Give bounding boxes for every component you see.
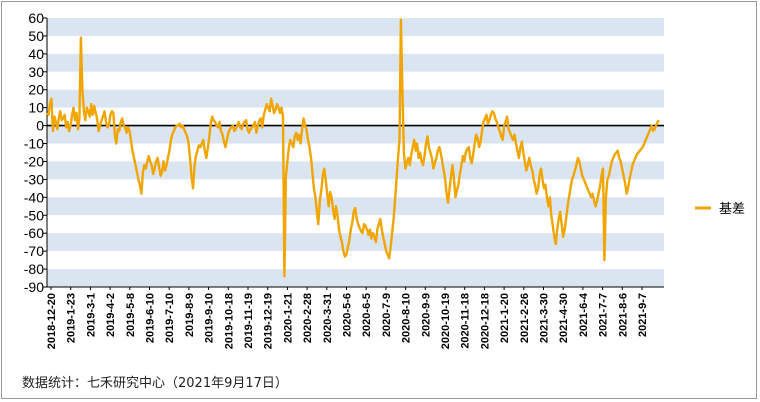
x-tick-label: 2020-6-5 (361, 293, 373, 337)
x-tick-label: 2020-3-31 (322, 293, 334, 343)
x-tick-label: 2019-9-10 (204, 293, 216, 343)
grid-band (47, 215, 664, 234)
x-tick-label: 2021-4-30 (558, 293, 570, 343)
x-tick-label: 2021-3-30 (539, 293, 551, 343)
y-tick-label: -50 (24, 207, 44, 223)
y-tick-label: -40 (24, 189, 44, 205)
x-tick-label: 2021-1-20 (499, 293, 511, 343)
grid-band (47, 125, 664, 144)
x-tick-label: 2020-7-9 (381, 293, 393, 337)
x-tick-label: 2019-12-19 (263, 293, 275, 349)
grid-band (47, 161, 664, 180)
grid-band (47, 179, 664, 198)
x-tick-label: 2019-8-9 (184, 293, 196, 337)
grid-band (47, 233, 664, 252)
y-tick-label: -30 (24, 171, 44, 187)
x-tick-label: 2019-3-1 (85, 293, 97, 337)
y-tick-label: 0 (36, 118, 44, 134)
x-tick-label: 2021-8-6 (617, 293, 629, 337)
x-tick-label: 2020-8-10 (401, 293, 413, 343)
grid-band (47, 35, 664, 54)
grid-band (47, 197, 664, 216)
x-tick-label: 2021-2-26 (519, 293, 531, 343)
grid-bands (47, 18, 664, 287)
series-line (46, 18, 660, 278)
x-tick-label: 2020-2-28 (302, 293, 314, 343)
y-tick-label: -80 (24, 261, 44, 277)
x-tick-label: 2019-6-10 (145, 293, 157, 343)
x-tick-label: 2020-5-6 (342, 293, 354, 337)
grid-band (47, 251, 664, 270)
x-tick-label: 2019-1-23 (66, 293, 78, 343)
grid-band (47, 71, 664, 90)
x-tick-label: 2019-4-2 (105, 293, 117, 337)
y-tick-label: -70 (24, 243, 44, 259)
x-tick-label: 2021-9-7 (637, 293, 649, 337)
x-tick-label: 2019-10-18 (223, 293, 235, 349)
x-tick-label: 2021-6-4 (578, 292, 590, 337)
grid-band (47, 18, 664, 36)
y-tick-label: 20 (28, 82, 44, 98)
legend-label: 基差 (719, 202, 745, 217)
y-tick-label: -90 (24, 279, 44, 295)
grid-band (47, 53, 664, 72)
legend: 基差 (695, 202, 745, 217)
y-tick-label: -10 (24, 136, 44, 152)
x-tick-label: 2019-7-10 (164, 293, 176, 343)
x-tick-label: 2021-7-7 (598, 293, 610, 337)
grid-band (47, 269, 664, 287)
grid-band (47, 143, 664, 162)
y-tick-label: 10 (28, 100, 44, 116)
grid-band (47, 89, 664, 108)
series-group (46, 18, 660, 278)
y-tick-label: 30 (28, 64, 44, 80)
x-tick-label: 2020-9-9 (420, 293, 432, 337)
x-axis: 2018-12-20 2019-1-23 2019-3-1 2019-4-2 2019-… (46, 286, 664, 349)
y-tick-label: 60 (28, 10, 44, 26)
x-tick-label: 2018-12-20 (46, 293, 58, 349)
y-tick-label: -60 (24, 225, 44, 241)
y-tick-label: -20 (24, 153, 44, 169)
source-note: 数据统计：七禾研究中心（2021年9月17日） (22, 376, 288, 391)
y-tick-label: 40 (28, 46, 44, 62)
x-tick-label: 2020-10-19 (440, 293, 452, 349)
y-axis: 60 50 40 30 20 10 0 -10-20 -30 -40 -50 -60 -70 -80 -90 (24, 10, 664, 295)
x-tick-label: 2019-11-19 (243, 293, 255, 349)
x-tick-label: 2020-12-18 (479, 293, 491, 349)
x-tick-label: 2019-5-8 (125, 293, 137, 337)
x-tick-label: 2020-11-18 (460, 293, 472, 349)
grid-band (47, 107, 664, 126)
y-tick-label: 50 (28, 28, 44, 44)
x-tick-label: 2020-1-21 (282, 293, 294, 343)
